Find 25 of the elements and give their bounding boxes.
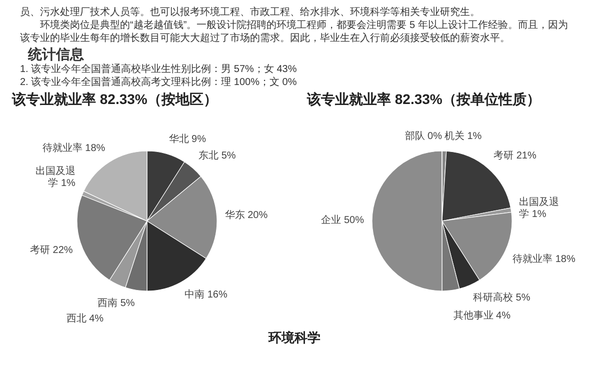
slice-label: 西北 4% — [66, 312, 104, 324]
slice-label: 机关 1% — [444, 130, 482, 142]
text: 员、污水处理厂技术人员等。也可以报考环境工程、市政工程、给水排水、环境科学等相关专业研究生。 — [20, 6, 481, 19]
slice-label: 出国及退学 1% — [519, 196, 560, 220]
slice-label: 考研 21% — [494, 149, 536, 162]
slice-label: 科研高校 5% — [472, 292, 530, 304]
slice-label: 待就业率 18% — [512, 253, 576, 266]
slice-label: 东北 5% — [198, 149, 236, 162]
slice-label: 华东 20% — [224, 209, 268, 222]
text: 环境类岗位是典型的“越老越值钱”。一般设计院招聘的环境工程师，都要会注明需要 5 年以上设计工作经验。而且，因为该专业的毕业生每年的增长数目可能大大超过了市场的需求。因此，毕业生在入行前必须接受较低的薪资水平。 — [20, 19, 569, 45]
slice-label: 出国及退学 1% — [35, 165, 76, 190]
category-label: 部队 0% — [404, 131, 442, 142]
slice-label: 其他事业 4% — [453, 309, 511, 322]
chart-title: 该专业就业率 82.33%（按单位性质） — [306, 91, 540, 107]
text: 环境科学 — [267, 329, 322, 347]
text: 1. 该专业今年全国普通高校毕业生性别比例：男 57%；女 43% — [20, 63, 298, 76]
slice-label: 华北 9% — [168, 133, 206, 146]
slice-label: 中南 16% — [184, 288, 228, 300]
slice-label: 考研 22% — [30, 244, 73, 256]
slice-label: 待就业率 18% — [42, 142, 106, 154]
text: 统计信息 — [28, 45, 85, 63]
slice-label: 西南 5% — [98, 297, 135, 310]
slice-label: 企业 50% — [321, 214, 364, 226]
text: 2. 该专业今年全国普通高校高考文理科比例：理 100%；文 0% — [20, 76, 298, 89]
chart-title: 该专业就业率 82.33%（按地区） — [11, 91, 218, 107]
